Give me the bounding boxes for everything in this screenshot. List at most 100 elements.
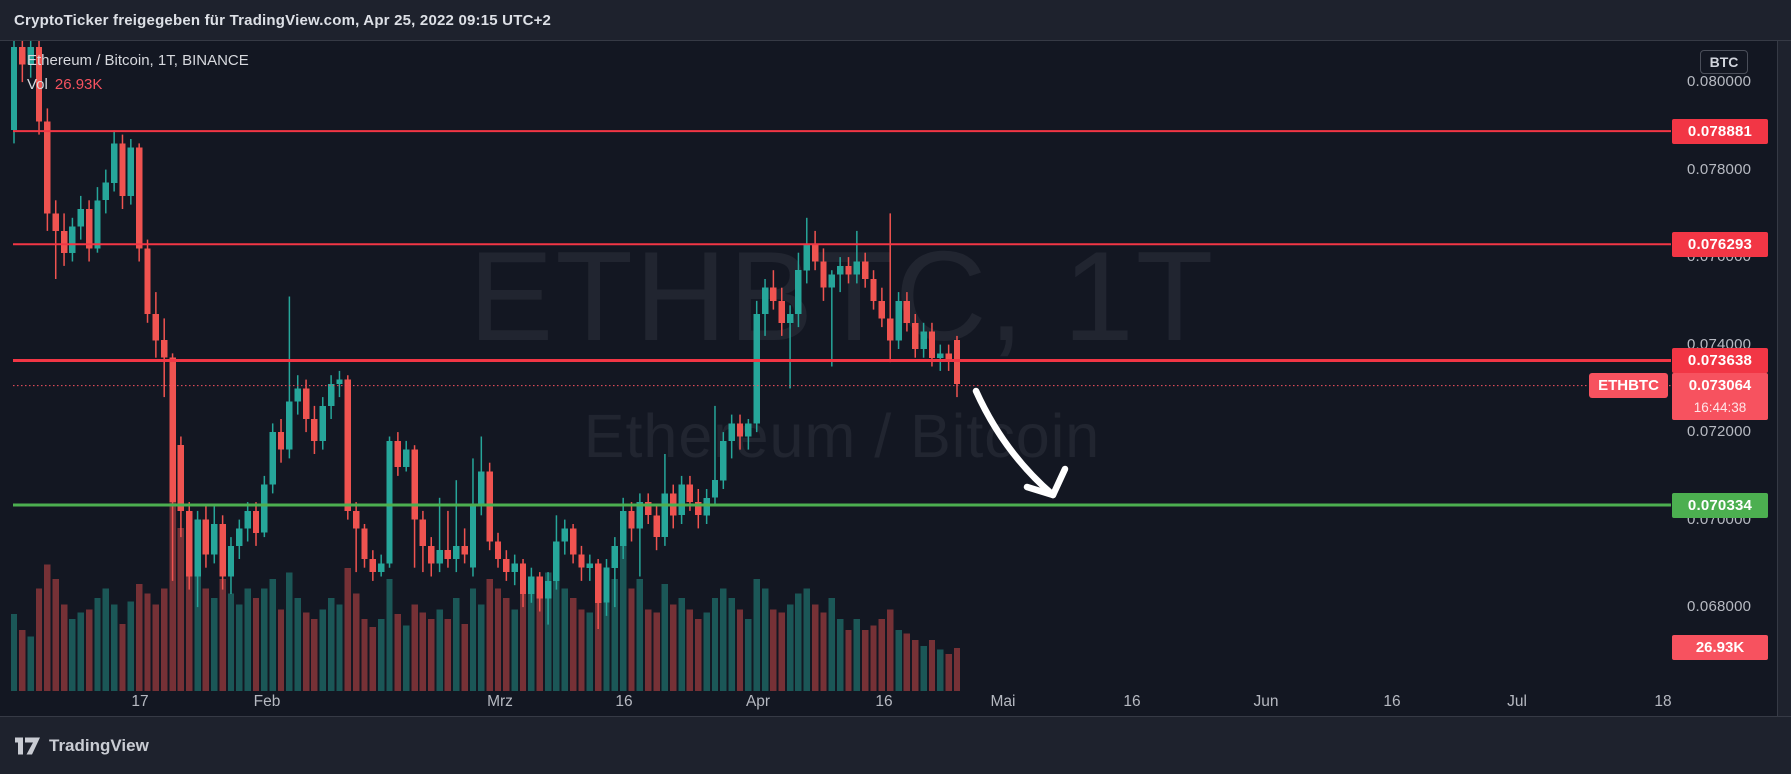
- volume-bar: [853, 619, 860, 691]
- time-axis-label: Jun: [1253, 693, 1279, 710]
- volume-bar: [369, 627, 376, 691]
- volume-bar: [52, 579, 59, 691]
- candle-body: [344, 379, 351, 511]
- volume-indicator-value: 26.93K: [54, 76, 103, 93]
- volume-bar: [519, 579, 527, 691]
- tradingview-brand-text[interactable]: TradingView: [49, 735, 149, 755]
- candle-body: [110, 143, 118, 183]
- candle-body: [336, 379, 343, 384]
- candle-body: [94, 200, 101, 249]
- time-axis-label: 16: [875, 693, 893, 710]
- volume-bar: [636, 579, 644, 691]
- candle-body: [77, 209, 84, 227]
- attribution-text: CryptoTicker freigegeben für TradingView…: [14, 11, 552, 29]
- volume-bar: [912, 639, 919, 691]
- volume-bar: [503, 598, 510, 691]
- candle-body: [161, 340, 168, 358]
- candle-body: [620, 510, 627, 546]
- volume-bar: [653, 612, 660, 691]
- candle-body: [795, 270, 802, 314]
- volume-indicator-label[interactable]: Vol: [27, 76, 48, 93]
- candle-body: [786, 314, 794, 323]
- volume-bar: [736, 609, 744, 691]
- annotation-arrow: [972, 387, 1069, 499]
- candle-body: [703, 497, 710, 516]
- candle-body: [595, 563, 602, 603]
- candle-body: [27, 47, 34, 65]
- candles: [10, 25, 961, 629]
- volume-bar: [895, 630, 902, 691]
- time-axis-label: Apr: [745, 693, 771, 710]
- volume-bar: [428, 619, 435, 691]
- right-frame: [1777, 0, 1791, 774]
- tradingview-logo-icon[interactable]: [14, 736, 41, 756]
- candle-body: [778, 300, 785, 323]
- volume-bar: [811, 604, 819, 691]
- candle-body: [411, 449, 418, 520]
- volume-bar: [311, 619, 318, 691]
- volume-bar: [678, 598, 685, 691]
- time-axis-label: Jul: [1507, 693, 1527, 710]
- candle-body: [920, 331, 927, 349]
- volume-bar: [728, 598, 735, 691]
- volume-bar: [903, 633, 911, 691]
- volume-bar: [394, 614, 402, 691]
- legend-title[interactable]: Ethereum / Bitcoin, 1T, BINANCE: [27, 52, 249, 69]
- volume-bar: [469, 588, 477, 691]
- volume-bar: [294, 598, 301, 691]
- candle-body: [44, 121, 51, 214]
- candle-body: [528, 576, 535, 594]
- volume-bar: [686, 609, 694, 691]
- candle-body: [277, 432, 285, 450]
- candle-body: [686, 484, 694, 503]
- candle-body: [19, 47, 26, 65]
- candle-body: [369, 559, 376, 573]
- volume-bar: [436, 609, 443, 691]
- candle-body: [586, 563, 593, 568]
- candle-body: [186, 510, 193, 577]
- volume-bar: [645, 609, 652, 691]
- volume-bar: [69, 619, 76, 691]
- candle-body: [119, 143, 126, 196]
- candle-body: [519, 563, 527, 594]
- time-axis-label: 18: [1654, 693, 1672, 710]
- candle-body: [85, 209, 93, 249]
- candle-body: [352, 510, 360, 529]
- volume-bar: [828, 598, 835, 691]
- candle-body: [394, 440, 402, 468]
- candle-body: [569, 528, 577, 555]
- candle-body: [937, 353, 944, 358]
- volume-bar: [10, 614, 18, 691]
- volume-bar: [227, 593, 235, 691]
- candle-body: [494, 541, 502, 559]
- volume-bar: [745, 619, 752, 691]
- volume-bar: [144, 593, 151, 691]
- volume-bar: [820, 612, 827, 691]
- time-axis-label: 16: [1383, 693, 1401, 710]
- bar-countdown: 16:44:38: [1693, 400, 1747, 415]
- candle-body: [828, 274, 835, 288]
- candle-body: [227, 545, 235, 577]
- volume-bar: [269, 579, 276, 691]
- volume-bar: [453, 598, 460, 691]
- candle-body: [845, 265, 852, 275]
- volume-bar: [761, 588, 769, 691]
- price-level-lines: [13, 130, 1671, 507]
- volume-bar: [544, 572, 552, 691]
- candle-body: [628, 510, 635, 529]
- candle-body: [645, 502, 652, 516]
- candle-body: [169, 357, 176, 503]
- candle-body: [311, 419, 318, 441]
- volume-bar: [528, 593, 535, 691]
- volume-bar: [252, 598, 260, 691]
- current-volume-badge: 26.93K: [1672, 635, 1768, 660]
- volume-bar: [945, 654, 952, 691]
- currency-toggle-button[interactable]: BTC: [1700, 50, 1748, 74]
- candle-body: [144, 248, 151, 314]
- candle-body: [378, 563, 385, 573]
- volume-bar: [953, 647, 961, 691]
- volume-bar: [661, 583, 669, 691]
- candle-body: [870, 279, 877, 301]
- candle-body: [152, 314, 160, 341]
